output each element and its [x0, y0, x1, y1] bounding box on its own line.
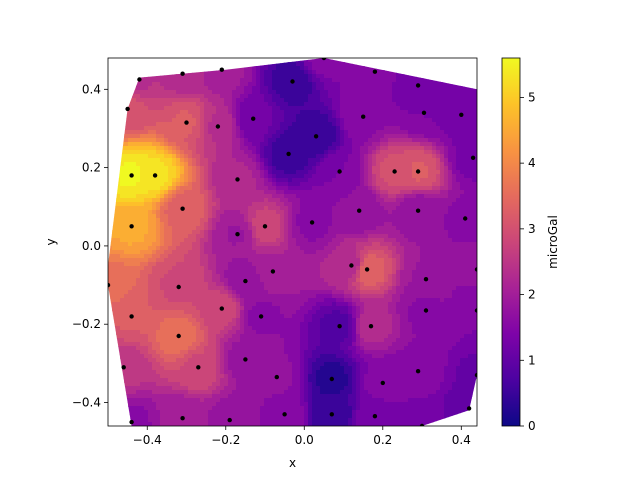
sample-point — [290, 79, 295, 84]
sample-point — [274, 374, 279, 380]
y-tick-label: −0.2 — [72, 317, 101, 331]
sample-point — [474, 267, 477, 272]
colorbar-gradient — [501, 57, 521, 427]
plot-frame — [107, 57, 478, 427]
y-tick-label: −0.4 — [72, 396, 101, 410]
sample-point — [251, 116, 256, 121]
sample-point — [357, 208, 362, 213]
sample-point — [361, 114, 366, 119]
y-axis: −0.4 −0.2 0.0 0.2 0.4 — [72, 82, 108, 410]
x-axis: −0.4 −0.2 0.0 0.2 0.4 — [133, 426, 471, 447]
sample-point — [235, 232, 240, 237]
sample-point — [392, 169, 397, 174]
x-tick-label: 0.0 — [295, 433, 314, 447]
x-tick-label: 0.4 — [452, 433, 471, 447]
sample-point — [372, 69, 378, 74]
sample-point — [125, 106, 130, 112]
sample-point — [121, 365, 126, 370]
sample-point — [321, 58, 327, 61]
sample-point — [196, 365, 201, 370]
sample-point — [176, 284, 181, 290]
y-tick-label: 0.2 — [82, 161, 101, 175]
x-tick-label: 0.2 — [373, 433, 392, 447]
sample-point — [152, 173, 158, 178]
sample-point — [215, 124, 221, 129]
sample-point — [243, 357, 248, 362]
colorbar-tick-label: 5 — [528, 90, 536, 104]
sample-point — [184, 120, 189, 125]
y-axis-label: y — [44, 238, 58, 245]
sample-point — [423, 277, 429, 282]
sample-point — [415, 169, 421, 174]
y-tick-label: 0.4 — [82, 82, 101, 96]
sample-point — [309, 220, 315, 225]
sample-point — [349, 263, 354, 268]
colorbar-tick-label: 1 — [528, 353, 536, 367]
sample-point — [180, 71, 185, 76]
sample-point — [108, 282, 111, 288]
sample-point — [337, 324, 342, 329]
sample-point — [129, 173, 134, 178]
sample-point — [419, 423, 425, 426]
sample-point — [129, 314, 134, 319]
sample-point — [474, 308, 477, 313]
sample-point — [219, 306, 224, 311]
sample-point — [459, 112, 464, 118]
sample-point — [415, 83, 421, 88]
sample-point — [463, 216, 468, 221]
sample-point — [380, 380, 385, 386]
sample-point — [368, 324, 374, 329]
colorbar-tick-label: 2 — [528, 288, 536, 302]
sample-point — [180, 416, 185, 421]
sample-point — [415, 369, 421, 374]
sample-point — [421, 110, 427, 116]
x-tick-label: −0.4 — [133, 433, 162, 447]
sample-point — [137, 77, 142, 82]
sample-point — [470, 155, 476, 160]
y-tick-label: 0.0 — [82, 239, 101, 253]
sample-point — [329, 376, 334, 382]
colorbar-tick-label: 3 — [528, 222, 536, 236]
sample-point — [129, 224, 134, 229]
sample-point — [372, 414, 378, 419]
colorbar-tick-label: 4 — [528, 156, 536, 170]
sample-point — [282, 412, 287, 417]
sample-point — [313, 134, 319, 139]
colorbar-label: microGal — [546, 215, 560, 269]
sample-point — [129, 419, 134, 425]
sample-point — [286, 151, 291, 157]
sample-point — [466, 406, 472, 411]
x-axis-label: x — [289, 456, 296, 470]
sample-points — [108, 58, 477, 426]
colorbar-tick-label: 0 — [528, 419, 536, 433]
sample-point — [227, 417, 232, 423]
sample-point — [176, 333, 181, 339]
plot-area — [108, 58, 477, 426]
sample-point — [235, 177, 240, 182]
sample-point — [329, 412, 334, 417]
x-tick-label: −0.2 — [211, 433, 240, 447]
sample-point — [262, 224, 268, 229]
sample-point — [337, 169, 342, 174]
sample-point — [258, 314, 264, 319]
colorbar: 0 1 2 3 4 5 microGal — [501, 57, 560, 433]
sample-point — [270, 269, 276, 274]
sample-point — [243, 278, 248, 284]
sample-point — [180, 206, 185, 211]
colorbar-ticks: 0 1 2 3 4 5 — [520, 90, 536, 433]
sample-point — [423, 308, 429, 313]
sample-point — [415, 208, 421, 213]
sample-point — [364, 267, 370, 272]
sample-point — [219, 67, 224, 72]
sample-point — [474, 372, 477, 378]
